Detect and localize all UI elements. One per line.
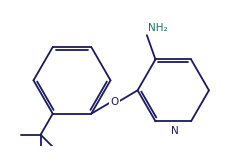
Text: NH₂: NH₂ [148,23,168,33]
Text: N: N [171,126,179,136]
Text: O: O [110,97,119,107]
